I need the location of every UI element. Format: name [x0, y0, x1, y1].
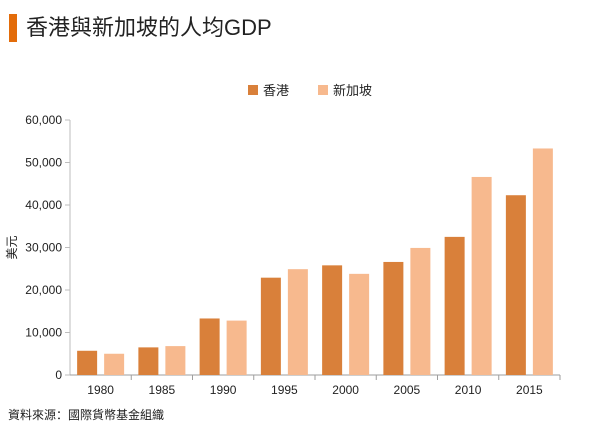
- legend-label: 新加坡: [333, 83, 372, 98]
- bar-sg-1995: [287, 269, 308, 375]
- y-tick-label: 60,000: [25, 113, 62, 127]
- y-tick-label: 0: [55, 368, 62, 382]
- bar-sg-2010: [471, 176, 492, 375]
- bar-sg-1985: [165, 346, 186, 375]
- x-tick-label: 1990: [210, 383, 237, 397]
- bar-hk-2005: [383, 261, 404, 375]
- legend-label: 香港: [263, 83, 289, 98]
- bar-hk-1990: [199, 318, 220, 375]
- y-tick-label: 20,000: [25, 283, 62, 297]
- bar-hk-1980: [77, 350, 98, 375]
- bar-sg-1990: [226, 320, 247, 375]
- bar-sg-1980: [104, 353, 125, 375]
- x-tick-label: 2010: [455, 383, 482, 397]
- chart-title: 香港與新加坡的人均GDP: [26, 15, 272, 40]
- legend-swatch: [248, 85, 258, 95]
- y-tick-label: 30,000: [25, 241, 62, 255]
- x-tick-label: 2005: [394, 383, 421, 397]
- bar-hk-1985: [138, 347, 159, 375]
- legend-swatch: [318, 85, 328, 95]
- legend: 香港 新加坡: [248, 83, 372, 98]
- bar-hk-2010: [444, 236, 465, 375]
- source-note: 資料來源：國際貨幣基金組織: [8, 408, 165, 422]
- bar-hk-1995: [260, 277, 281, 375]
- x-tick-label: 1985: [149, 383, 176, 397]
- x-tick-label: 2000: [332, 383, 359, 397]
- bar-sg-2015: [532, 148, 553, 375]
- y-tick-label: 50,000: [25, 156, 62, 170]
- y-axis-label: 美元: [5, 235, 19, 259]
- bar-sg-2000: [349, 273, 370, 375]
- x-tick-label: 1995: [271, 383, 298, 397]
- y-tick-label: 10,000: [25, 326, 62, 340]
- x-tick-label: 1980: [87, 383, 114, 397]
- y-tick-label: 40,000: [25, 198, 62, 212]
- bar-hk-2000: [322, 265, 343, 375]
- bar-sg-2005: [410, 247, 431, 375]
- title-accent-bar: [9, 14, 17, 42]
- bar-hk-2015: [505, 195, 526, 375]
- bars: [77, 148, 553, 375]
- x-tick-label: 2015: [516, 383, 543, 397]
